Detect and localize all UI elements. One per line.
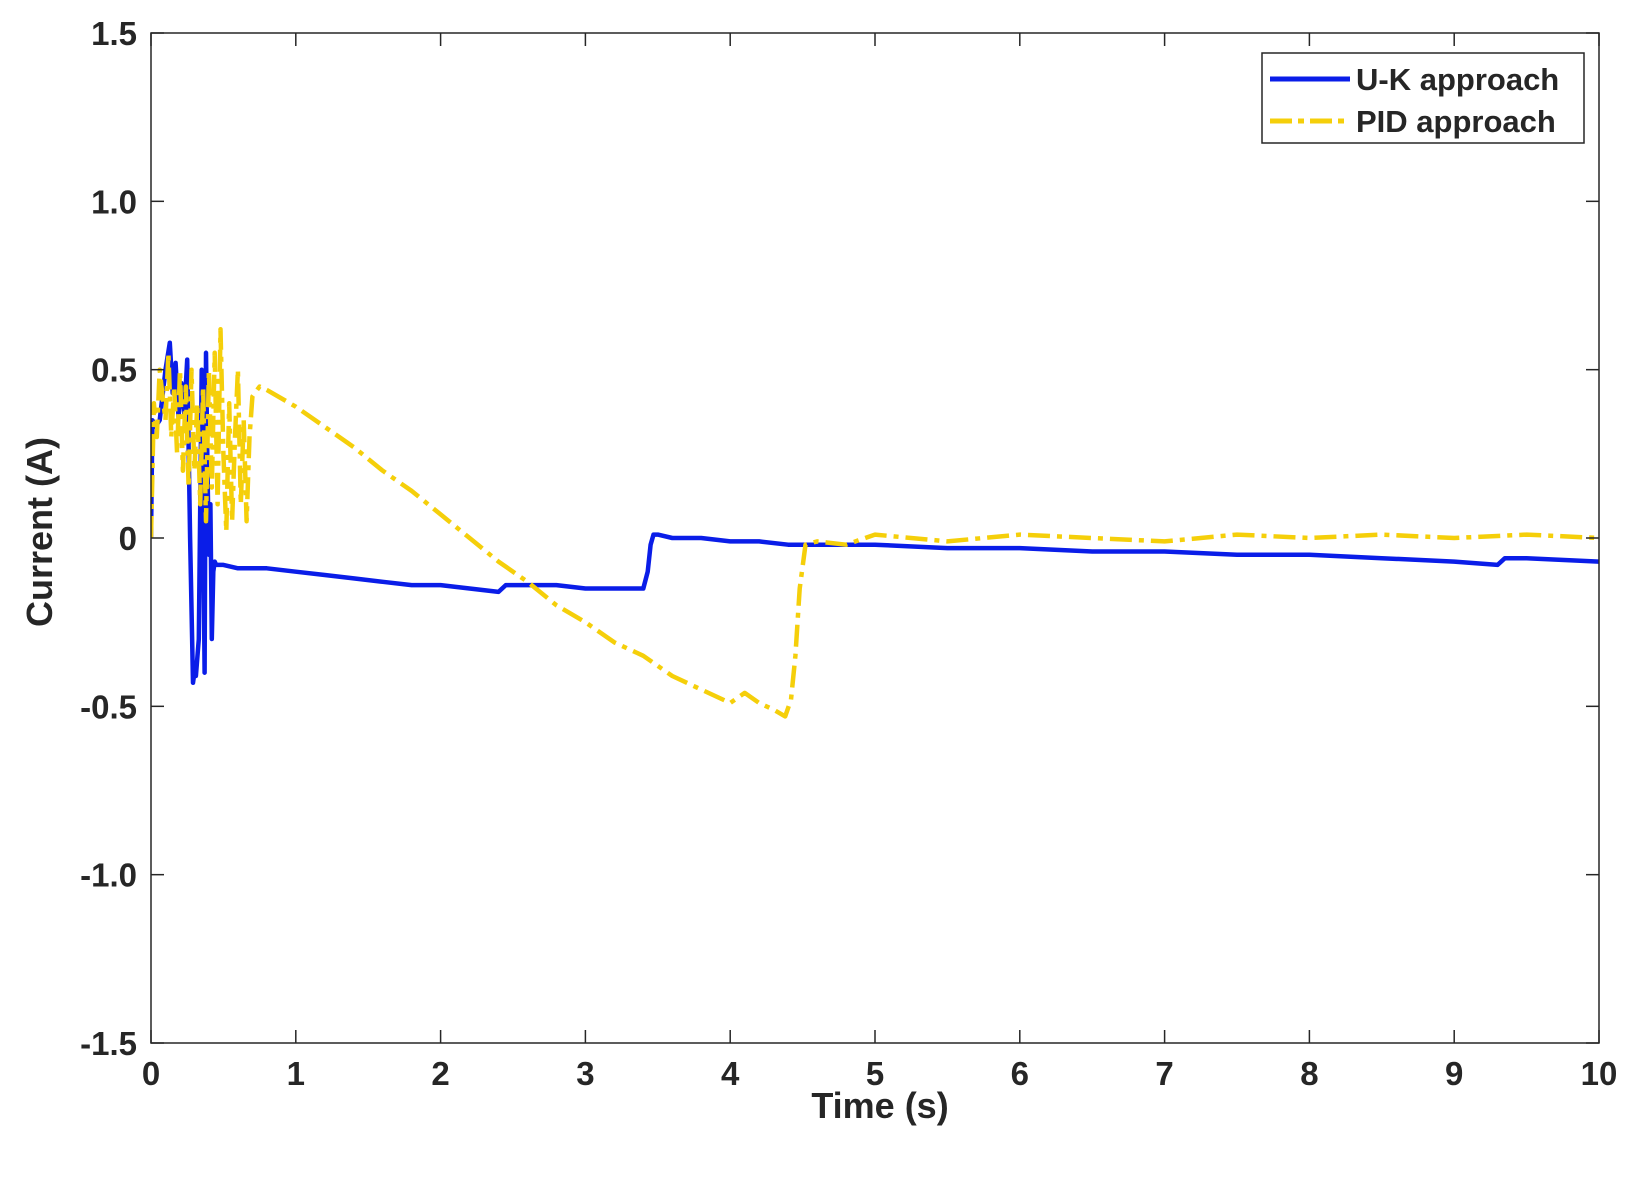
legend-box xyxy=(1261,52,1585,144)
legend: U-K approach PID approach xyxy=(1261,52,1585,144)
x-tick-label: 7 xyxy=(1155,1055,1173,1092)
x-tick-label: 3 xyxy=(576,1055,594,1092)
y-tick-label: -1.0 xyxy=(80,857,137,894)
x-tick-label: 6 xyxy=(1011,1055,1029,1092)
x-tick-label: 4 xyxy=(721,1055,740,1092)
x-tick-label: 10 xyxy=(1581,1055,1618,1092)
legend-label: U-K approach xyxy=(1356,62,1559,97)
x-tick-label: 9 xyxy=(1445,1055,1463,1092)
y-tick-label: 1.0 xyxy=(91,183,137,220)
y-axis-label: Current (A) xyxy=(19,437,60,627)
series-line-pid-approach xyxy=(151,327,1599,719)
y-tick-label: 0 xyxy=(119,520,137,557)
axis-layer: 0 1 2 3 4 5 6 7 8 9 10 -1.5 -1.0 -0.5 0 0.5 1.0 1.5 xyxy=(80,15,1617,1092)
y-tick-label: -0.5 xyxy=(80,688,137,725)
x-axis-label: Time (s) xyxy=(811,1085,948,1126)
x-tick-label: 1 xyxy=(287,1055,305,1092)
series-line-uk-approach xyxy=(151,340,1599,686)
plot-layer xyxy=(151,327,1599,719)
x-tick-label: 0 xyxy=(142,1055,160,1092)
x-tick-label: 5 xyxy=(866,1055,884,1092)
y-tick-label: 1.5 xyxy=(91,15,137,52)
y-tick-label: -1.5 xyxy=(80,1025,137,1062)
plot-frame xyxy=(150,32,1600,1044)
y-tick-label: 0.5 xyxy=(91,352,137,389)
x-tick-label: 8 xyxy=(1300,1055,1318,1092)
x-tick-label: 2 xyxy=(431,1055,449,1092)
legend-label: PID approach xyxy=(1356,104,1556,139)
